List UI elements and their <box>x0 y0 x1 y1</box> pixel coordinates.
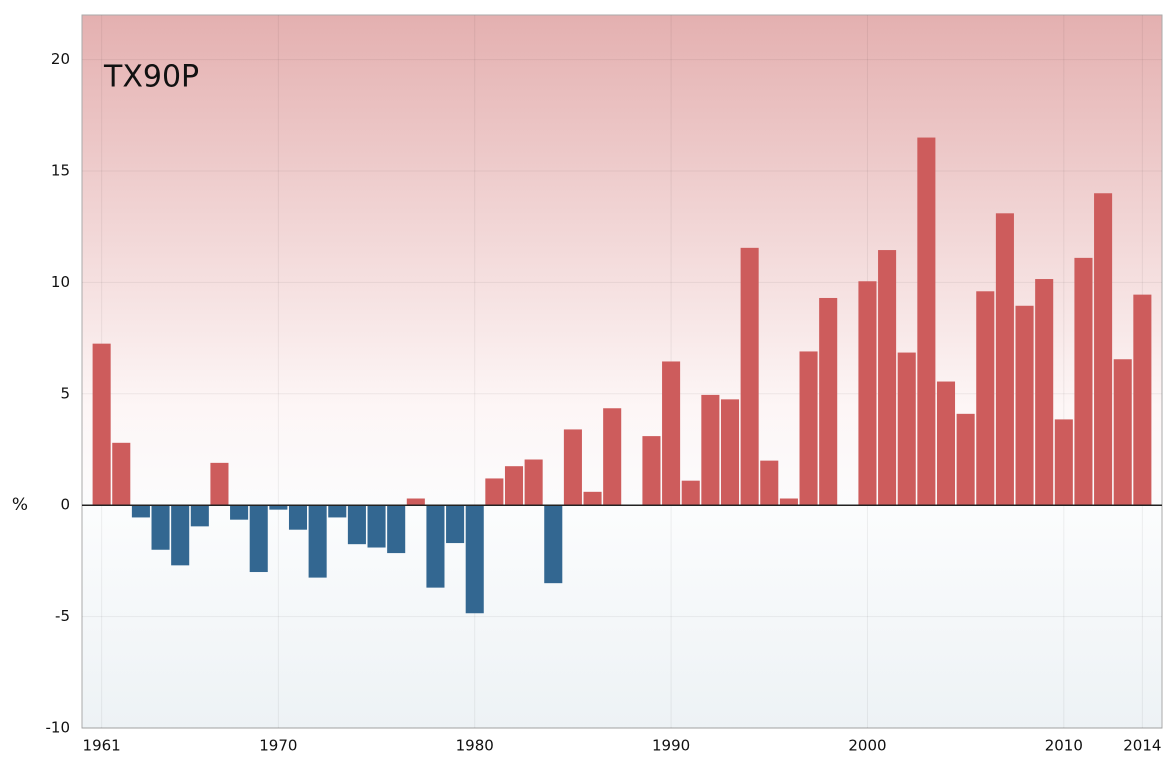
bar <box>878 250 897 506</box>
bar <box>740 247 759 506</box>
bar <box>858 281 877 506</box>
bar <box>1054 419 1073 506</box>
x-tick-label: 1980 <box>456 737 494 755</box>
y-tick-label: -5 <box>55 607 70 625</box>
bar <box>249 505 268 573</box>
bar <box>387 505 406 554</box>
bar <box>603 408 622 506</box>
y-tick-label: 10 <box>51 273 70 291</box>
bar <box>583 491 602 506</box>
bar <box>956 413 975 506</box>
y-tick-label: 5 <box>60 384 70 402</box>
y-axis-label: % <box>12 495 28 515</box>
bar <box>446 505 465 544</box>
x-tick-label: 1990 <box>652 737 690 755</box>
bar <box>465 505 484 614</box>
y-tick-label: 0 <box>60 496 70 514</box>
x-tick-label: 2010 <box>1045 737 1083 755</box>
bar <box>819 297 838 506</box>
bar <box>897 352 916 506</box>
bar <box>328 505 347 518</box>
bar <box>779 498 798 506</box>
bar <box>760 460 779 506</box>
bar <box>1113 359 1132 506</box>
y-tick-label: -10 <box>46 719 71 737</box>
bar <box>720 399 740 506</box>
bar <box>1094 193 1113 506</box>
bar <box>190 505 209 527</box>
y-tick-label: 15 <box>51 161 70 179</box>
bar <box>701 394 720 506</box>
annotation: TX90P <box>103 60 199 95</box>
bar <box>1035 279 1054 506</box>
bar <box>1015 305 1034 506</box>
bar <box>288 505 308 530</box>
bar <box>524 459 543 506</box>
bar <box>210 462 229 506</box>
bar <box>347 505 366 545</box>
bar <box>544 505 563 584</box>
y-tick-label: 20 <box>51 50 70 68</box>
bar <box>367 505 386 548</box>
x-tick-label: 2000 <box>848 737 886 755</box>
bar <box>426 505 445 588</box>
bar <box>92 343 111 506</box>
bar <box>642 436 661 506</box>
bar <box>563 429 582 506</box>
x-tick-label: 1961 <box>83 737 121 755</box>
bar <box>662 361 681 506</box>
bar <box>131 505 150 518</box>
bar <box>269 505 288 510</box>
bar <box>171 505 190 566</box>
bar <box>406 498 425 506</box>
bar <box>681 480 700 506</box>
bar <box>308 505 327 578</box>
bar <box>976 291 995 506</box>
x-tick-label: 2014 <box>1123 737 1161 755</box>
bar <box>504 466 524 506</box>
x-tick-label: 1970 <box>259 737 297 755</box>
bar <box>1133 294 1152 506</box>
bar <box>485 478 504 506</box>
bar <box>1074 257 1093 506</box>
bar <box>230 505 249 520</box>
bar <box>799 351 818 506</box>
bar <box>995 213 1014 506</box>
bar <box>917 137 936 506</box>
bar <box>151 505 170 550</box>
bar <box>936 381 956 506</box>
bar <box>112 442 131 506</box>
